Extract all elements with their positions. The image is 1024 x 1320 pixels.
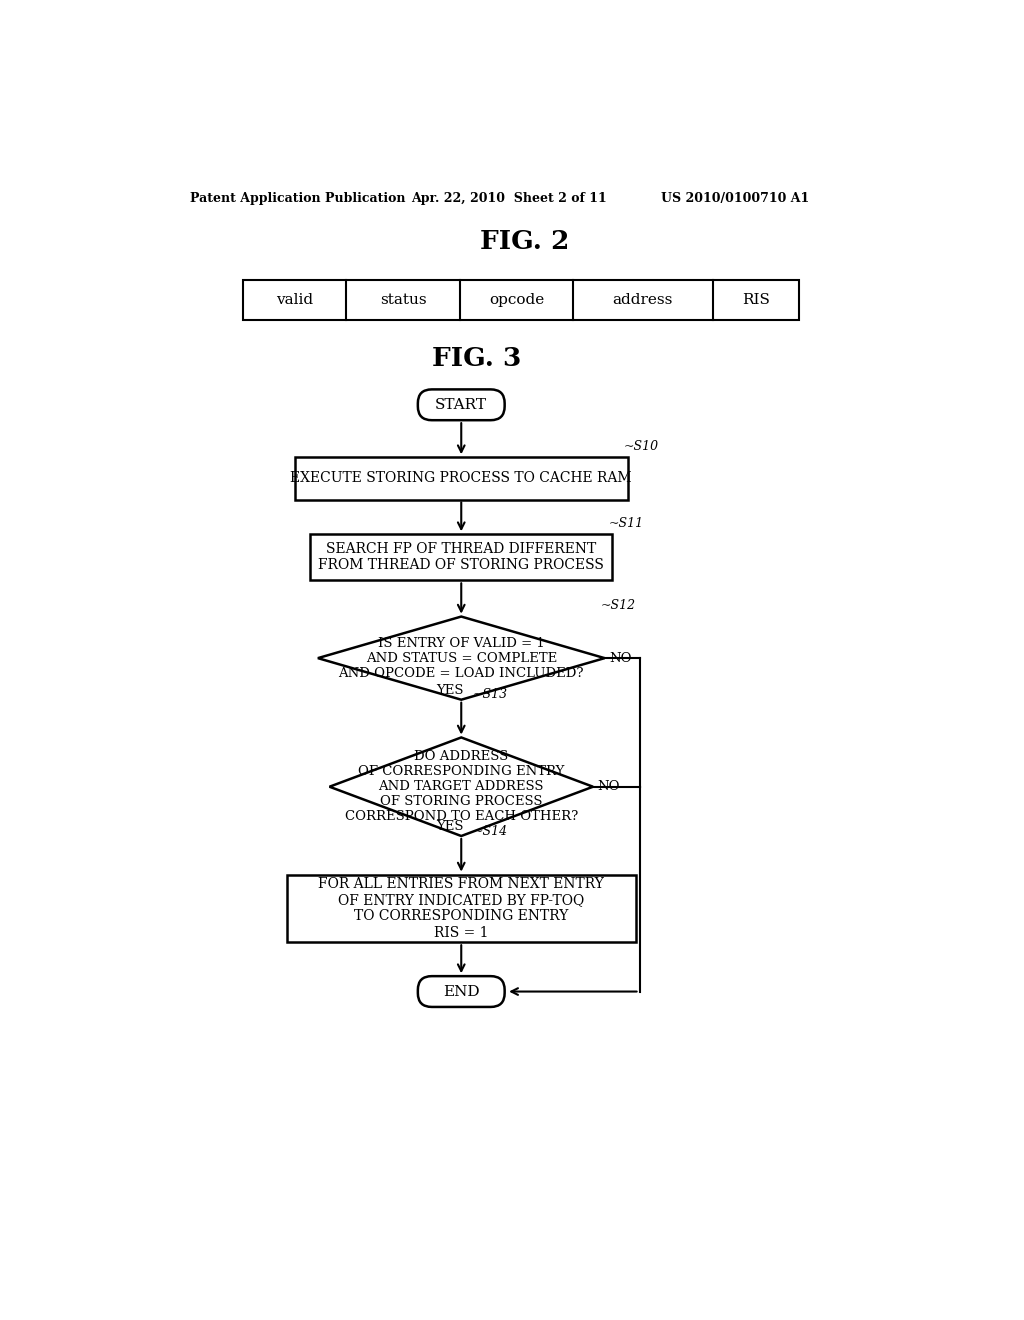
- Bar: [243, 280, 799, 321]
- Text: SEARCH FP OF THREAD DIFFERENT
FROM THREAD OF STORING PROCESS: SEARCH FP OF THREAD DIFFERENT FROM THREA…: [318, 543, 604, 573]
- Text: YES: YES: [436, 820, 464, 833]
- Text: Apr. 22, 2010  Sheet 2 of 11: Apr. 22, 2010 Sheet 2 of 11: [411, 191, 606, 205]
- Text: IS ENTRY OF VALID = 1
AND STATUS = COMPLETE
AND OPCODE = LOAD INCLUDED?: IS ENTRY OF VALID = 1 AND STATUS = COMPL…: [339, 636, 584, 680]
- Text: YES: YES: [436, 684, 464, 697]
- FancyBboxPatch shape: [418, 977, 505, 1007]
- Polygon shape: [317, 616, 604, 700]
- Text: status: status: [380, 293, 427, 308]
- Text: valid: valid: [275, 293, 313, 308]
- Text: START: START: [435, 397, 487, 412]
- Text: US 2010/0100710 A1: US 2010/0100710 A1: [662, 191, 809, 205]
- Text: ~S12: ~S12: [601, 599, 636, 612]
- Text: FIG. 3: FIG. 3: [432, 346, 521, 371]
- Text: ~S11: ~S11: [608, 516, 644, 529]
- Text: NO: NO: [598, 780, 621, 793]
- Text: ~S10: ~S10: [624, 440, 659, 453]
- Text: ~S14: ~S14: [473, 825, 508, 838]
- Text: ~S13: ~S13: [473, 688, 508, 701]
- Text: DO ADDRESS
OF CORRESPONDING ENTRY
AND TARGET ADDRESS
OF STORING PROCESS
CORRESPO: DO ADDRESS OF CORRESPONDING ENTRY AND TA…: [345, 750, 578, 824]
- FancyBboxPatch shape: [418, 389, 505, 420]
- Text: NO: NO: [609, 652, 632, 665]
- Text: address: address: [612, 293, 673, 308]
- Bar: [295, 457, 628, 499]
- Bar: [310, 535, 612, 581]
- Text: FOR ALL ENTRIES FROM NEXT ENTRY
OF ENTRY INDICATED BY FP-TOQ
TO CORRESPONDING EN: FOR ALL ENTRIES FROM NEXT ENTRY OF ENTRY…: [318, 876, 604, 940]
- Polygon shape: [330, 738, 593, 836]
- Text: END: END: [443, 985, 479, 998]
- Text: FIG. 2: FIG. 2: [480, 230, 569, 253]
- Text: Patent Application Publication: Patent Application Publication: [190, 191, 406, 205]
- Text: RIS: RIS: [742, 293, 770, 308]
- Text: EXECUTE STORING PROCESS TO CACHE RAM: EXECUTE STORING PROCESS TO CACHE RAM: [291, 471, 632, 486]
- Text: opcode: opcode: [488, 293, 544, 308]
- Bar: [287, 875, 636, 942]
